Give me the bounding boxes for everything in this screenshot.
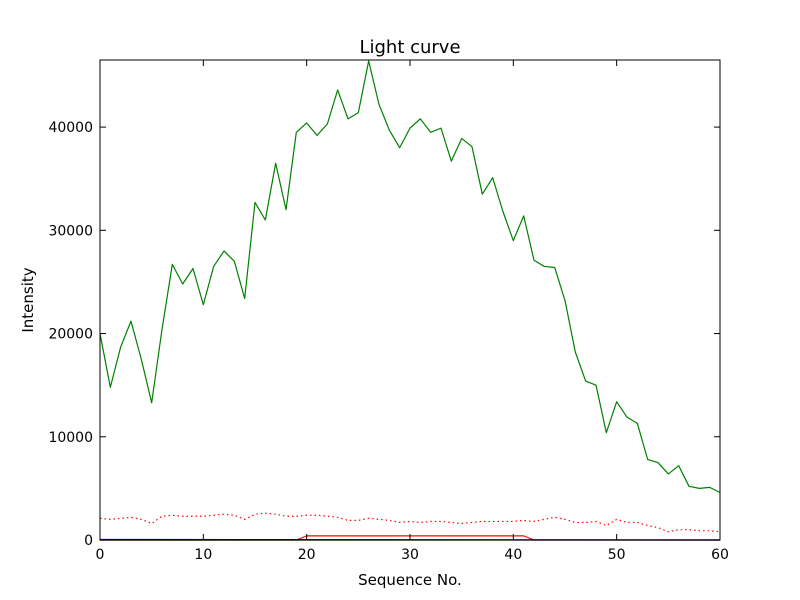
x-tick-label: 10 [194,547,212,563]
plot-frame [99,59,721,541]
series-line-2 [99,512,721,533]
x-axis-title: Sequence No. [358,571,462,589]
y-tick-label: 20000 [48,327,93,343]
x-tick-label: 50 [608,547,626,563]
series-line-1 [99,60,721,494]
y-tick-label: 40000 [48,120,93,136]
x-axis: 0 10 20 30 40 50 60 [96,60,729,563]
x-tick-label: 60 [711,547,729,563]
x-tick-label: 20 [298,547,316,563]
y-tick-label: 30000 [48,223,93,239]
chart-title: Light curve [359,37,460,58]
y-axis: 0 10000 20000 30000 40000 [48,120,720,549]
y-tick-label: 0 [84,533,93,549]
x-tick-label: 0 [96,547,105,563]
x-tick-label: 30 [401,547,419,563]
x-tick-label: 40 [504,547,522,563]
y-tick-label: 10000 [48,430,93,446]
series-layer [99,60,721,541]
y-axis-title: Intensity [19,267,37,332]
